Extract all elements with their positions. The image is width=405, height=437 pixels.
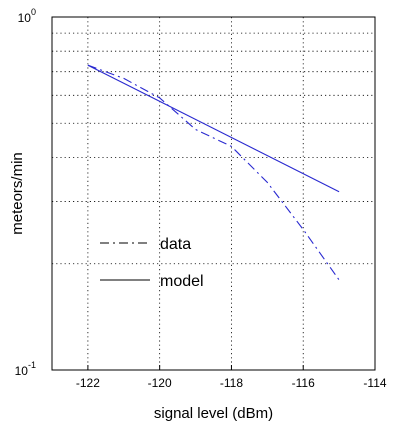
series-line-data <box>87 64 340 281</box>
series-line-model <box>87 64 340 193</box>
plot-frame <box>51 16 376 371</box>
legend-label-data: data <box>160 236 191 253</box>
y-tick-label: 100 <box>18 7 36 25</box>
x-tick-label: -122 <box>76 376 100 390</box>
legend: data model <box>100 236 204 290</box>
x-tick-label: -114 <box>363 376 386 390</box>
y-tick-label: 10-1 <box>15 360 36 378</box>
x-tick-label: -116 <box>292 376 315 390</box>
x-axis-label: signal level (dBm) <box>154 405 273 422</box>
y-tick-label-exponent: -1 <box>28 360 36 370</box>
x-tick-label: -118 <box>220 376 243 390</box>
y-axis-label: meteors/min <box>9 152 26 235</box>
ticks-layer: -122 -120 -118 -116 -114 100 10-1 <box>15 7 387 390</box>
y-tick-label-exponent: 0 <box>31 7 36 17</box>
series-layer <box>87 64 340 281</box>
legend-label-model: model <box>160 273 204 290</box>
x-tick-label: -120 <box>148 376 172 390</box>
